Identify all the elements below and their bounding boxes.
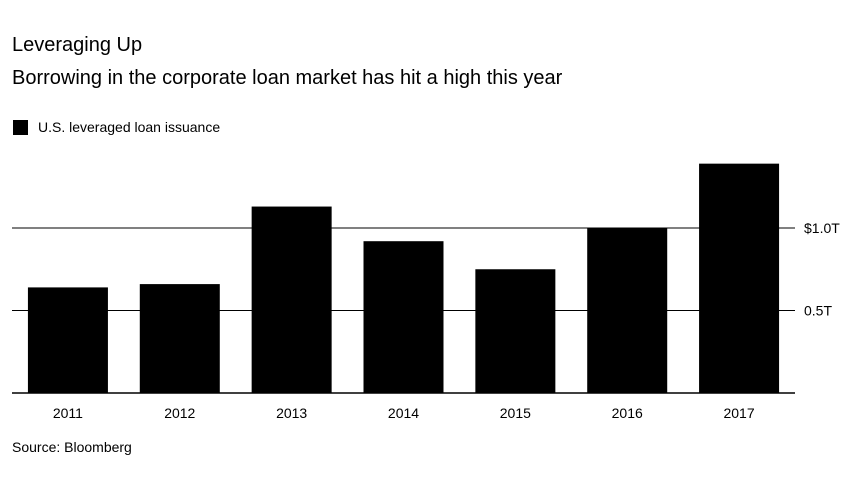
x-tick-label: 2016 (612, 405, 643, 421)
bar (699, 163, 780, 393)
legend-swatch (13, 119, 28, 135)
bar (587, 228, 668, 393)
chart-subtitle: Borrowing in the corporate loan market h… (12, 67, 563, 89)
bar (27, 287, 108, 393)
x-tick-label: 2015 (500, 405, 531, 421)
chart-title: Leveraging Up (12, 34, 143, 56)
legend: U.S. leveraged loan issuance (13, 119, 220, 135)
bar (475, 269, 556, 393)
bar (251, 206, 332, 393)
source-note: Source: Bloomberg (12, 439, 132, 455)
x-tick-label: 2014 (388, 405, 419, 421)
x-tick-label: 2012 (164, 405, 195, 421)
y-tick-label: $1.0T (804, 220, 840, 236)
legend-label: U.S. leveraged loan issuance (38, 119, 221, 135)
y-tick-label: 0.5T (804, 303, 832, 319)
x-tick-label: 2017 (723, 405, 754, 421)
x-tick-label: 2013 (276, 405, 307, 421)
bar (363, 241, 444, 393)
x-tick-label: 2011 (53, 405, 83, 421)
bar (139, 284, 220, 393)
